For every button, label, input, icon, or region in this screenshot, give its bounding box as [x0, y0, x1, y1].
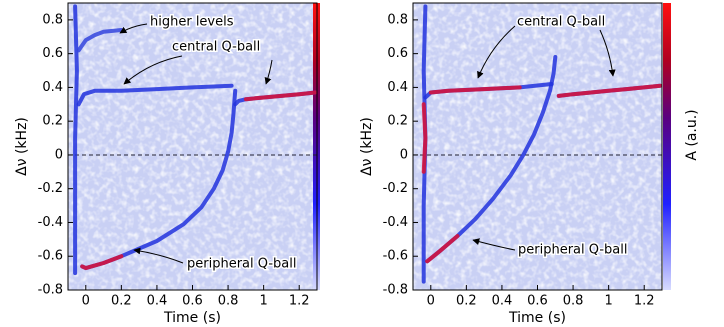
x-tick-label: 0.8 — [218, 294, 239, 309]
spectrogram-noise — [413, 3, 662, 290]
annotation-arrow — [133, 247, 184, 264]
data-line — [80, 254, 124, 271]
colorbar — [663, 3, 671, 290]
y-tick-label: -0.4 — [38, 215, 63, 230]
data-line — [421, 102, 428, 174]
y-tick-label: -0.2 — [38, 181, 63, 196]
annotation-arrow — [472, 238, 516, 251]
annotation: higher levels — [150, 15, 234, 30]
data-line — [425, 234, 460, 264]
y-tick-label: 0.2 — [42, 114, 63, 129]
annotation-arrow — [599, 29, 616, 77]
y-axis-label: Δν (kHz) — [14, 117, 30, 176]
y-tick-label: 0.4 — [387, 80, 408, 95]
y-tick-label: -0.8 — [38, 283, 63, 298]
y-tick-label: -0.6 — [383, 249, 408, 264]
annotation-arrow — [123, 55, 183, 85]
x-tick-label: 0.2 — [456, 294, 477, 309]
y-tick-label: 0.6 — [42, 46, 63, 61]
annotation: central Q-ball — [172, 40, 260, 55]
x-tick-label: 0.6 — [527, 294, 548, 309]
x-tick-label: 0 — [82, 294, 90, 309]
data-line — [76, 28, 124, 53]
x-tick-label: 1 — [605, 294, 613, 309]
annotation-arrow — [264, 59, 273, 85]
y-tick-label: 0.8 — [42, 12, 63, 27]
x-tick-label: 0.8 — [563, 294, 584, 309]
spectrogram-noise — [68, 3, 317, 290]
x-tick-label: 0.6 — [182, 294, 203, 309]
y-tick-label: 0 — [400, 147, 408, 162]
annotation: central Q-ball — [517, 15, 605, 30]
colorbar-label: A (a.u.) — [684, 109, 700, 160]
y-tick-label: -0.6 — [38, 249, 63, 264]
x-axis-label: Time (s) — [163, 310, 221, 326]
annotation: peripheral Q-ball — [187, 257, 296, 272]
y-tick-label: 0 — [55, 147, 63, 162]
x-tick-label: 0.4 — [147, 294, 168, 309]
annotation-arrow — [119, 23, 148, 34]
y-tick-label: 0.4 — [42, 80, 63, 95]
x-tick-label: 1.2 — [634, 294, 655, 309]
y-tick-label: 0.2 — [387, 114, 408, 129]
annotation-arrow — [477, 25, 516, 79]
y-tick-label: 0.8 — [387, 12, 408, 27]
x-tick-label: 0.2 — [111, 294, 132, 309]
data-line — [428, 85, 522, 95]
data-line — [73, 4, 79, 276]
annotation: peripheral Q-ball — [518, 243, 627, 258]
x-tick-label: 1 — [260, 294, 268, 309]
x-tick-label: 0.4 — [492, 294, 513, 309]
y-axis-label: Δν (kHz) — [359, 117, 375, 176]
x-tick-label: 0 — [427, 294, 435, 309]
data-line — [556, 83, 663, 98]
x-axis-label: Time (s) — [508, 310, 566, 326]
y-tick-label: -0.4 — [383, 215, 408, 230]
data-line — [243, 90, 318, 102]
y-tick-label: -0.2 — [383, 181, 408, 196]
y-tick-label: 0.6 — [387, 46, 408, 61]
data-line — [76, 83, 234, 107]
x-tick-label: 1.2 — [289, 294, 310, 309]
y-tick-label: -0.8 — [383, 283, 408, 298]
